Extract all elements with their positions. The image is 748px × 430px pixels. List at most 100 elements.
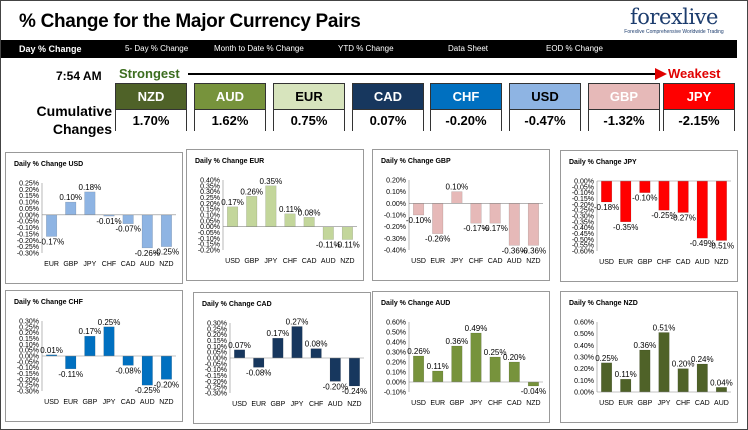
y-tick-label: 0.00% bbox=[574, 179, 594, 186]
y-tick-label: 0.00% bbox=[19, 354, 39, 361]
data-label: 0.11% bbox=[279, 205, 301, 214]
data-label: -0.36% bbox=[502, 246, 527, 255]
forexlive-logo[interactable]: forexlive Forexlive Comprehensive Worldw… bbox=[619, 5, 729, 39]
bar-chf bbox=[489, 356, 501, 383]
header: % Change for the Major Currency Pairs fo… bbox=[1, 1, 747, 41]
y-tick-label: 0.40% bbox=[200, 178, 220, 185]
y-tick-label: -0.20% bbox=[205, 379, 227, 386]
y-tick-label: 0.30% bbox=[386, 350, 406, 357]
x-category-label: EUR bbox=[618, 259, 633, 266]
y-tick-label: -0.20% bbox=[198, 248, 220, 255]
y-tick-label: 0.60% bbox=[386, 320, 406, 327]
y-tick-label: 0.15% bbox=[19, 193, 39, 200]
bar-eur bbox=[620, 180, 632, 223]
data-label: 0.20% bbox=[503, 353, 526, 362]
y-tick-label: -0.35% bbox=[572, 219, 594, 226]
x-category-label: NZD bbox=[526, 258, 540, 265]
bar-gbp bbox=[246, 196, 258, 227]
bar-usd bbox=[601, 362, 613, 393]
strength-arrow-line bbox=[188, 73, 664, 75]
data-label: 0.17% bbox=[221, 198, 244, 207]
y-tick-label: -0.15% bbox=[205, 373, 227, 380]
tab-5-day-change[interactable]: 5- Day % Change bbox=[125, 44, 189, 53]
tab-eod-change[interactable]: EOD % Change bbox=[546, 44, 603, 53]
chart-title: Daily % Change GBP bbox=[381, 158, 451, 165]
data-label: 0.35% bbox=[260, 177, 283, 186]
y-tick-label: -0.10% bbox=[198, 236, 220, 243]
chart-title: Daily % Change NZD bbox=[569, 300, 638, 307]
y-tick-label: -0.15% bbox=[198, 242, 220, 249]
data-label: 0.36% bbox=[446, 337, 469, 346]
y-tick-label: -0.10% bbox=[205, 367, 227, 374]
data-label: -0.01% bbox=[96, 217, 121, 226]
y-tick-label: -0.15% bbox=[572, 196, 594, 203]
y-tick-label: -0.20% bbox=[17, 377, 39, 384]
data-label: 0.25% bbox=[484, 348, 507, 357]
chart-panel-nzd: Daily % Change NZD 0.60% 0.50% 0.40% 0.30% 0.… bbox=[560, 291, 738, 423]
y-tick-label: -0.05% bbox=[198, 230, 220, 237]
chart-panel-cad: Daily % Change CAD 0.30% 0.25% 0.20% 0.15% 0.… bbox=[193, 292, 371, 424]
x-category-label: USD bbox=[411, 258, 426, 265]
bar-gbp bbox=[451, 345, 463, 383]
x-category-label: AUD bbox=[140, 261, 155, 268]
data-label: -0.10% bbox=[632, 194, 657, 203]
currency-cell-gbp: GBP -1.32% bbox=[588, 83, 660, 131]
data-label: 0.11% bbox=[427, 362, 449, 371]
currency-name: USD bbox=[510, 84, 580, 110]
bar-nzd bbox=[527, 381, 539, 387]
chart-panel-jpy: Daily % Change JPY 0.00% -0.05% -0.10% -0.15… bbox=[560, 150, 738, 282]
y-tick-label: -0.30% bbox=[384, 236, 406, 243]
y-tick-label: -0.10% bbox=[572, 190, 594, 197]
data-label: -0.51% bbox=[709, 242, 734, 251]
y-tick-label: 0.50% bbox=[386, 330, 406, 337]
bar-usd bbox=[413, 355, 425, 383]
y-tick-label: 0.10% bbox=[386, 370, 406, 377]
bar-chart: 0.40%0.35%0.30%0.25%0.20%0.15%0.10%0.05%… bbox=[198, 177, 360, 265]
data-label: 0.51% bbox=[653, 324, 676, 333]
data-label: 0.04% bbox=[710, 378, 733, 387]
currency-cell-aud: AUD 1.62% bbox=[194, 83, 266, 131]
x-category-label: JPY bbox=[470, 400, 483, 407]
bar-cad bbox=[122, 214, 134, 224]
bar-nzd bbox=[715, 180, 727, 241]
chart-title: Daily % Change AUD bbox=[381, 300, 451, 307]
x-category-label: CHF bbox=[488, 400, 502, 407]
currency-name: NZD bbox=[116, 84, 186, 110]
currency-cell-nzd: NZD 1.70% bbox=[115, 83, 187, 131]
bar-chart: 0.20%0.10%0.00%-0.10%-0.20%-0.30%-0.40%-… bbox=[384, 178, 546, 266]
y-tick-label: -0.45% bbox=[572, 231, 594, 238]
x-category-label: GBP bbox=[449, 400, 464, 407]
currency-name: CHF bbox=[431, 84, 501, 110]
tab-day-change[interactable]: Day % Change bbox=[19, 44, 82, 54]
tab-data-sheet[interactable]: Data Sheet bbox=[448, 44, 489, 53]
currency-cell-usd: USD -0.47% bbox=[509, 83, 581, 131]
y-tick-label: -0.10% bbox=[384, 213, 406, 220]
bar-eur bbox=[65, 355, 77, 370]
y-tick-label: -0.10% bbox=[17, 365, 39, 372]
x-category-label: CHF bbox=[657, 259, 671, 266]
y-tick-label: 0.30% bbox=[574, 355, 594, 362]
y-tick-label: 0.20% bbox=[386, 178, 406, 185]
tab-ytd-change[interactable]: YTD % Change bbox=[338, 44, 394, 53]
weakest-label: Weakest bbox=[668, 66, 721, 81]
data-label: 0.49% bbox=[465, 324, 488, 333]
data-label: 0.18% bbox=[79, 183, 102, 192]
x-category-label: GBP bbox=[637, 259, 652, 266]
x-category-label: EUR bbox=[430, 258, 445, 265]
data-label: 0.11% bbox=[615, 370, 637, 379]
currency-value: 0.75% bbox=[274, 110, 344, 131]
currency-value: -0.47% bbox=[510, 110, 580, 131]
data-label: -0.27% bbox=[670, 214, 695, 223]
y-tick-label: 0.25% bbox=[207, 326, 227, 333]
tab-month-to-date-change[interactable]: Month to Date % Change bbox=[214, 44, 304, 53]
x-category-label: NZD bbox=[159, 399, 173, 406]
currency-cell-chf: CHF -0.20% bbox=[430, 83, 502, 131]
chart-panel-gbp: Daily % Change GBP 0.20% 0.10% 0.00% -0.10% -… bbox=[372, 149, 550, 281]
data-label: 0.36% bbox=[634, 341, 657, 350]
currency-value: -2.15% bbox=[664, 110, 734, 131]
data-label: -0.07% bbox=[115, 225, 140, 234]
x-category-label: CHF bbox=[102, 261, 116, 268]
data-label: -0.25% bbox=[135, 386, 160, 395]
logo-tagline: Forexlive Comprehensive Worldwide Tradin… bbox=[624, 29, 724, 35]
chart-panel-eur: Daily % Change EUR 0.40% 0.35% 0.30% 0.25% 0.… bbox=[186, 149, 364, 281]
